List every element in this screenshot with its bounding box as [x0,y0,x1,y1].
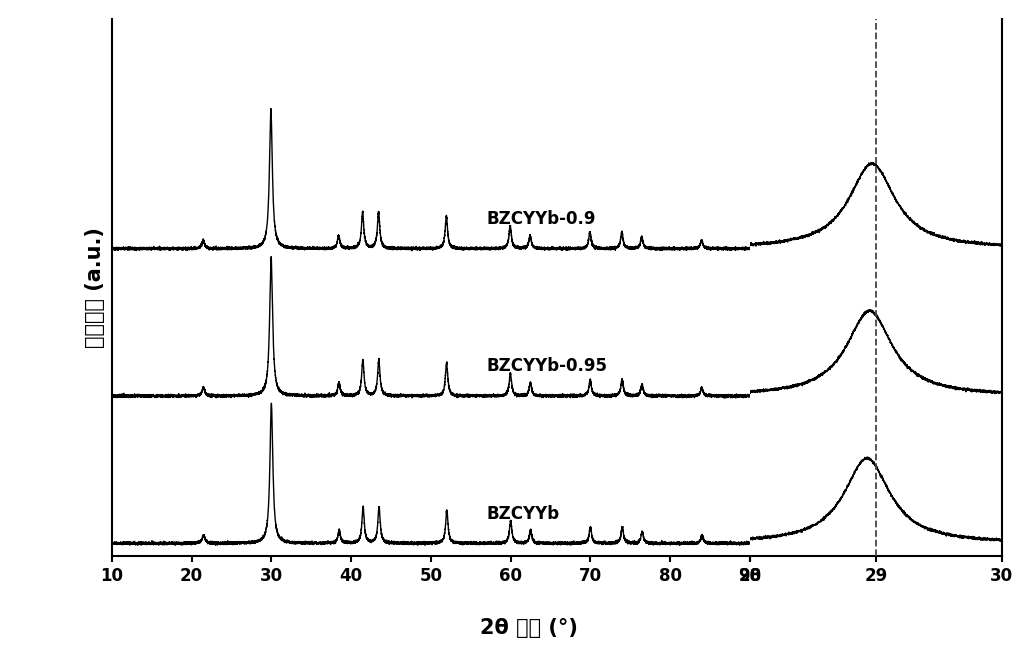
Text: BZCYYb-0.95: BZCYYb-0.95 [487,357,608,375]
Text: BZCYYb: BZCYYb [487,505,559,523]
Text: 2θ 角度 (°): 2θ 角度 (°) [480,618,578,637]
Y-axis label: 相对强度 (a.u.): 相对强度 (a.u.) [85,228,105,348]
Text: BZCYYb-0.9: BZCYYb-0.9 [487,210,596,228]
